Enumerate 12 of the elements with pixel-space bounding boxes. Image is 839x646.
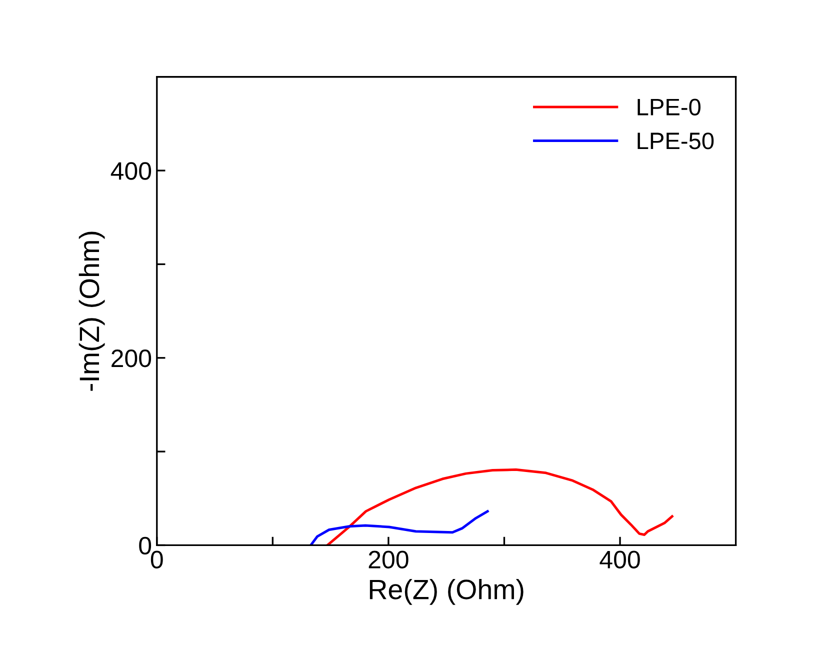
- line-series: [310, 510, 489, 546]
- x-tick-label: 200: [368, 550, 408, 568]
- x-tick-label: 400: [600, 550, 640, 568]
- line-series: [326, 468, 674, 546]
- y-axis-title: -Im(Z) (Ohm): [78, 232, 105, 391]
- x-axis-title: Re(Z) (Ohm): [370, 578, 524, 605]
- x-tick-label: 0: [150, 550, 163, 568]
- y-tick-label: 200: [112, 349, 152, 368]
- y-tick-label: 400: [110, 162, 152, 180]
- legend-label: LPE-50: [638, 132, 714, 150]
- y-tick-label: 0: [139, 536, 152, 555]
- legend-label: LPE-0: [638, 98, 700, 116]
